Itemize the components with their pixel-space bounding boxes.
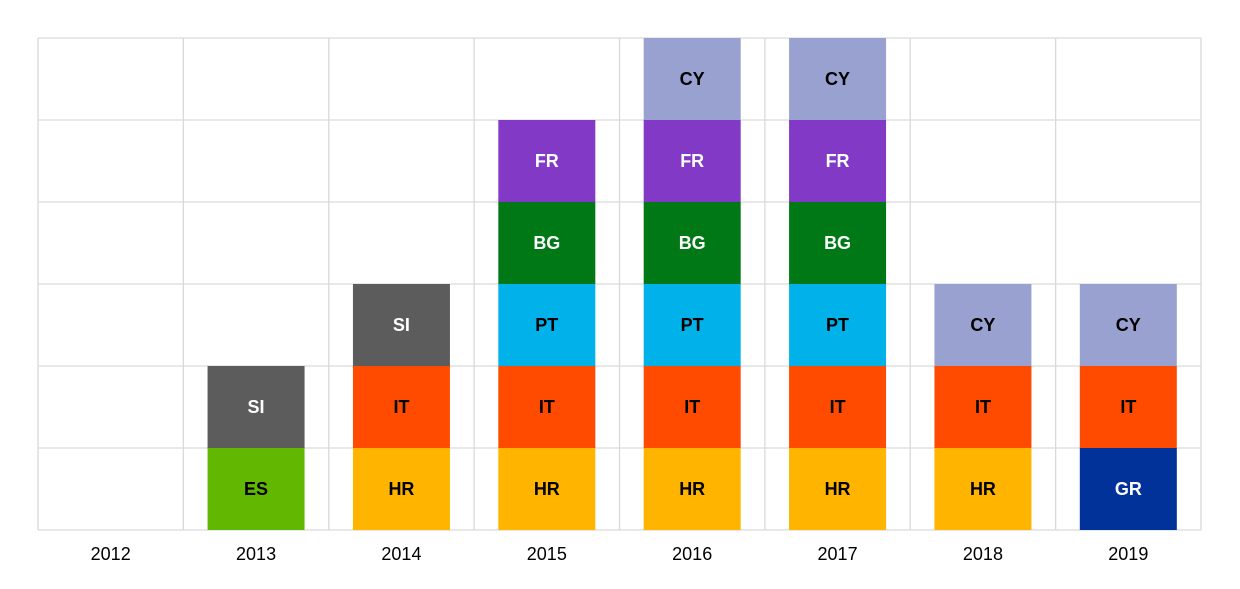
segment-label: CY bbox=[1116, 315, 1141, 335]
segment-label: HR bbox=[970, 479, 996, 499]
bar-segment-si bbox=[207, 366, 305, 448]
x-tick-label: 2017 bbox=[818, 544, 858, 564]
bar-segment-pt bbox=[789, 284, 887, 366]
segment-label: IT bbox=[684, 397, 700, 417]
bar-segment-hr bbox=[643, 448, 741, 530]
bar-segment-it bbox=[934, 366, 1032, 448]
segment-label: IT bbox=[975, 397, 991, 417]
segment-label: PT bbox=[826, 315, 849, 335]
bar-segment-hr bbox=[789, 448, 887, 530]
x-tick-label: 2013 bbox=[236, 544, 276, 564]
x-tick-label: 2019 bbox=[1108, 544, 1148, 564]
bar-segment-it bbox=[643, 366, 741, 448]
segment-label: PT bbox=[535, 315, 558, 335]
segment-label: FR bbox=[826, 151, 850, 171]
bar-segment-bg bbox=[789, 202, 887, 284]
segment-label: HR bbox=[679, 479, 705, 499]
x-tick-label: 2015 bbox=[527, 544, 567, 564]
segment-label: BG bbox=[824, 233, 851, 253]
x-tick-label: 2016 bbox=[672, 544, 712, 564]
segment-label: IT bbox=[539, 397, 555, 417]
segment-label: IT bbox=[830, 397, 846, 417]
bar-segment-it bbox=[789, 366, 887, 448]
segment-label: HR bbox=[825, 479, 851, 499]
bar-segment-fr bbox=[643, 120, 741, 202]
bar-segment-si bbox=[352, 284, 450, 366]
x-tick-label: 2012 bbox=[91, 544, 131, 564]
segment-label: CY bbox=[680, 69, 705, 89]
segment-label: CY bbox=[825, 69, 850, 89]
segment-label: HR bbox=[388, 479, 414, 499]
segment-label: HR bbox=[534, 479, 560, 499]
bar-segment-pt bbox=[643, 284, 741, 366]
x-axis: 2012 2013 2014 2015 2016 2017 2018 2019 bbox=[91, 544, 1149, 564]
segment-label: IT bbox=[393, 397, 409, 417]
x-tick-label: 2014 bbox=[381, 544, 421, 564]
bar-segment-it bbox=[1079, 366, 1177, 448]
segment-label: BG bbox=[679, 233, 706, 253]
segment-label: FR bbox=[680, 151, 704, 171]
segment-label: BG bbox=[533, 233, 560, 253]
bar-segment-fr bbox=[498, 120, 596, 202]
bar-segment-bg bbox=[498, 202, 596, 284]
bar-segment-cy bbox=[1079, 284, 1177, 366]
segment-label: IT bbox=[1120, 397, 1136, 417]
bar-segment-it bbox=[352, 366, 450, 448]
bar-segment-cy bbox=[934, 284, 1032, 366]
bar-segment-cy bbox=[643, 38, 741, 120]
bar-segment-es bbox=[207, 448, 305, 530]
bar-segment-hr bbox=[498, 448, 596, 530]
segment-label: ES bbox=[244, 479, 268, 499]
bar-segment-fr bbox=[789, 120, 887, 202]
bar-segment-bg bbox=[643, 202, 741, 284]
bar-segment-hr bbox=[352, 448, 450, 530]
segment-label: SI bbox=[248, 397, 265, 417]
bar-segment-gr bbox=[1079, 448, 1177, 530]
segment-label: PT bbox=[681, 315, 704, 335]
bar-segment-it bbox=[498, 366, 596, 448]
bar-segment-hr bbox=[934, 448, 1032, 530]
bars: ES SI HR IT SI HR IT PT BG FR HR IT PT BG FR CY HR IT PT BG… bbox=[207, 38, 1177, 530]
x-tick-label: 2018 bbox=[963, 544, 1003, 564]
bar-segment-pt bbox=[498, 284, 596, 366]
segment-label: SI bbox=[393, 315, 410, 335]
segment-label: GR bbox=[1115, 479, 1142, 499]
segment-label: FR bbox=[535, 151, 559, 171]
bar-segment-cy bbox=[789, 38, 887, 120]
segment-label: CY bbox=[970, 315, 995, 335]
